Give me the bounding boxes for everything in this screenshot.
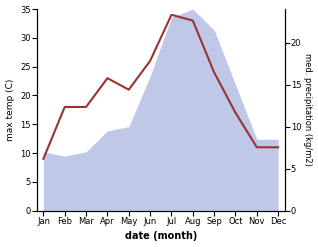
Y-axis label: max temp (C): max temp (C): [5, 79, 15, 141]
X-axis label: date (month): date (month): [125, 231, 197, 242]
Y-axis label: med. precipitation (kg/m2): med. precipitation (kg/m2): [303, 53, 313, 166]
